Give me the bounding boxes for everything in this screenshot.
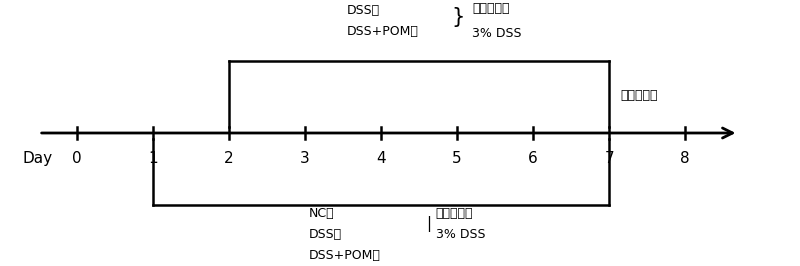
Text: 2: 2 — [224, 151, 234, 166]
Text: 无菌饮用水: 无菌饮用水 — [436, 207, 474, 220]
Text: DSS+POM组: DSS+POM组 — [309, 249, 381, 262]
Text: NC组: NC组 — [309, 207, 334, 220]
Text: 0: 0 — [72, 151, 82, 166]
Text: 1: 1 — [148, 151, 158, 166]
Text: 6: 6 — [528, 151, 538, 166]
Text: 4: 4 — [376, 151, 386, 166]
Text: 8: 8 — [680, 151, 690, 166]
Text: DSS组: DSS组 — [346, 4, 380, 17]
Text: Day: Day — [22, 151, 52, 166]
Text: 3% DSS: 3% DSS — [436, 228, 486, 241]
Text: 5: 5 — [452, 151, 462, 166]
Text: DSS组: DSS组 — [309, 228, 342, 241]
Text: 无菌饮用水: 无菌饮用水 — [472, 2, 510, 15]
Text: 处死，取材: 处死，取材 — [621, 89, 658, 102]
Text: }: } — [451, 7, 464, 27]
Text: 3% DSS: 3% DSS — [472, 27, 522, 40]
Text: 3: 3 — [300, 151, 310, 166]
Text: |: | — [426, 217, 432, 232]
Text: DSS+POM组: DSS+POM组 — [346, 25, 418, 38]
Text: 7: 7 — [604, 151, 614, 166]
